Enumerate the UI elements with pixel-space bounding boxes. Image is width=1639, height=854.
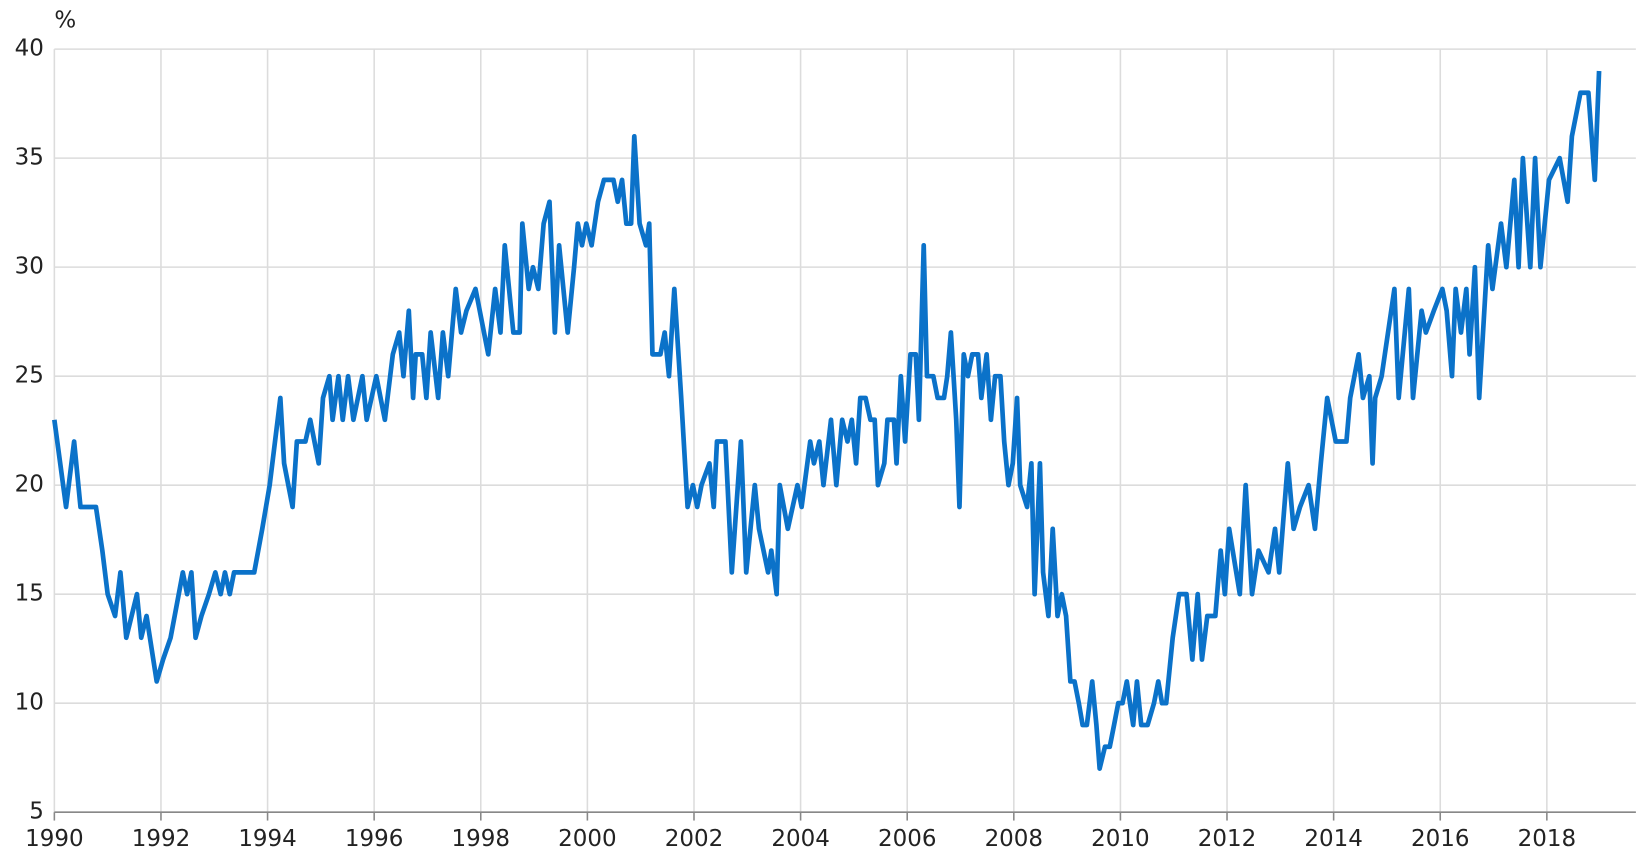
y-unit: % [54,7,76,33]
y-tick-label: 5 [29,799,44,825]
y-tick-label: 20 [15,472,44,498]
x-tick-label: 1992 [132,826,191,852]
x-tick-label: 1990 [25,826,84,852]
x-tick-label: 2004 [771,826,830,852]
y-tick-label: 30 [15,254,44,280]
y-tick-label: 40 [15,36,44,62]
y-tick-label: 35 [15,145,44,171]
y-tick-label: 15 [15,581,44,607]
x-tick-label: 1994 [238,826,297,852]
x-tick-label: 2008 [985,826,1043,852]
x-tick-label: 2012 [1198,826,1257,852]
data-line [52,70,1602,771]
y-tick-label: 10 [15,690,44,716]
x-tick-label: 2018 [1518,826,1577,852]
x-tick-label: 2006 [878,826,937,852]
x-tick-label: 2002 [665,826,724,852]
x-tick-label: 2010 [1091,826,1150,852]
x-tick-label: 2014 [1304,826,1363,852]
x-tick-label: 1996 [345,826,404,852]
y-tick-label: 25 [15,363,44,389]
x-tick-label: 2016 [1411,826,1470,852]
x-tick-label: 2000 [558,826,617,852]
x-tick-label: 1998 [452,826,511,852]
